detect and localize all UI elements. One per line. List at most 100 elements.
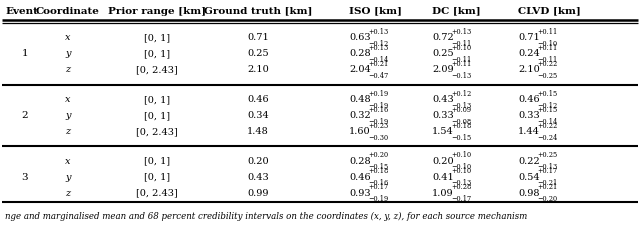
Text: 0.72: 0.72: [432, 33, 454, 42]
Text: +0.17: +0.17: [537, 166, 557, 174]
Text: 0.22: 0.22: [518, 156, 540, 165]
Text: 2.04: 2.04: [349, 65, 371, 74]
Text: +0.22: +0.22: [537, 60, 557, 68]
Text: −0.15: −0.15: [368, 162, 388, 170]
Text: −0.17: −0.17: [451, 194, 471, 202]
Text: −0.11: −0.11: [537, 56, 557, 64]
Text: +0.11: +0.11: [537, 44, 557, 52]
Text: ISO [km]: ISO [km]: [349, 7, 402, 15]
Text: −0.16: −0.16: [368, 178, 388, 186]
Text: +0.13: +0.13: [451, 28, 472, 36]
Text: 0.93: 0.93: [349, 188, 371, 197]
Text: 0.33: 0.33: [518, 111, 540, 120]
Text: 2.10: 2.10: [518, 65, 540, 74]
Text: 0.99: 0.99: [247, 188, 269, 197]
Text: 0.48: 0.48: [349, 95, 371, 104]
Text: −0.15: −0.15: [451, 133, 472, 141]
Text: +0.19: +0.19: [368, 90, 388, 98]
Text: +0.11: +0.11: [537, 28, 557, 36]
Text: [0, 2.43]: [0, 2.43]: [136, 127, 178, 136]
Text: 0.34: 0.34: [247, 111, 269, 120]
Text: −0.11: −0.11: [451, 40, 472, 48]
Text: −0.10: −0.10: [451, 162, 471, 170]
Text: +0.10: +0.10: [451, 44, 471, 52]
Text: 0.20: 0.20: [247, 156, 269, 165]
Text: Ground truth [km]: Ground truth [km]: [204, 7, 312, 15]
Text: y: y: [65, 172, 71, 181]
Text: 2: 2: [22, 111, 28, 120]
Text: 0.46: 0.46: [518, 95, 540, 104]
Text: −0.13: −0.13: [537, 162, 557, 170]
Text: 1.54: 1.54: [432, 127, 454, 136]
Text: 0.25: 0.25: [247, 49, 269, 58]
Text: 2.10: 2.10: [247, 65, 269, 74]
Text: +0.21: +0.21: [368, 60, 388, 68]
Text: 0.33: 0.33: [432, 111, 454, 120]
Text: 1: 1: [22, 49, 28, 58]
Text: +0.13: +0.13: [368, 28, 388, 36]
Text: Prior range [km]: Prior range [km]: [108, 7, 206, 15]
Text: +0.20: +0.20: [368, 150, 388, 158]
Text: 0.46: 0.46: [247, 95, 269, 104]
Text: −0.25: −0.25: [537, 72, 557, 80]
Text: −0.14: −0.14: [537, 118, 557, 126]
Text: 0.41: 0.41: [432, 172, 454, 181]
Text: −0.19: −0.19: [368, 194, 388, 202]
Text: 0.46: 0.46: [349, 172, 371, 181]
Text: [0, 1]: [0, 1]: [144, 156, 170, 165]
Text: −0.13: −0.13: [451, 101, 472, 109]
Text: +0.16: +0.16: [368, 106, 388, 114]
Text: 0.20: 0.20: [432, 156, 454, 165]
Text: z: z: [65, 188, 70, 197]
Text: +0.15: +0.15: [537, 90, 557, 98]
Text: −0.13: −0.13: [451, 72, 472, 80]
Text: −0.11: −0.11: [451, 56, 472, 64]
Text: −0.21: −0.21: [537, 178, 557, 186]
Text: CLVD [km]: CLVD [km]: [518, 7, 580, 15]
Text: −0.14: −0.14: [368, 56, 388, 64]
Text: +0.10: +0.10: [451, 166, 471, 174]
Text: 1.09: 1.09: [432, 188, 454, 197]
Text: 0.98: 0.98: [518, 188, 540, 197]
Text: 0.71: 0.71: [518, 33, 540, 42]
Text: −0.13: −0.13: [451, 178, 472, 186]
Text: [0, 2.43]: [0, 2.43]: [136, 188, 178, 197]
Text: −0.30: −0.30: [368, 133, 388, 141]
Text: 0.32: 0.32: [349, 111, 371, 120]
Text: +0.21: +0.21: [537, 182, 557, 190]
Text: x: x: [65, 156, 71, 165]
Text: y: y: [65, 49, 71, 58]
Text: 1.48: 1.48: [247, 127, 269, 136]
Text: +0.15: +0.15: [537, 106, 557, 114]
Text: 0.28: 0.28: [349, 156, 371, 165]
Text: −0.19: −0.19: [368, 101, 388, 109]
Text: 0.43: 0.43: [247, 172, 269, 181]
Text: nge and marginalised mean and 68 percent credibility intervals on the coordinate: nge and marginalised mean and 68 percent…: [5, 210, 527, 220]
Text: y: y: [65, 111, 71, 120]
Text: z: z: [65, 127, 70, 136]
Text: +0.25: +0.25: [537, 150, 557, 158]
Text: [0, 1]: [0, 1]: [144, 49, 170, 58]
Text: +0.12: +0.12: [451, 90, 472, 98]
Text: +0.22: +0.22: [537, 121, 557, 129]
Text: +0.10: +0.10: [451, 150, 471, 158]
Text: x: x: [65, 95, 71, 104]
Text: 1.60: 1.60: [349, 127, 371, 136]
Text: −0.08: −0.08: [451, 118, 471, 126]
Text: −0.12: −0.12: [368, 40, 388, 48]
Text: +0.11: +0.11: [451, 60, 472, 68]
Text: Coordinate: Coordinate: [36, 7, 100, 15]
Text: [0, 1]: [0, 1]: [144, 172, 170, 181]
Text: +0.18: +0.18: [451, 121, 472, 129]
Text: 0.54: 0.54: [518, 172, 540, 181]
Text: [0, 1]: [0, 1]: [144, 95, 170, 104]
Text: +0.18: +0.18: [368, 166, 388, 174]
Text: 0.25: 0.25: [432, 49, 454, 58]
Text: 1.44: 1.44: [518, 127, 540, 136]
Text: +0.13: +0.13: [368, 44, 388, 52]
Text: +0.23: +0.23: [368, 121, 388, 129]
Text: 2.09: 2.09: [432, 65, 454, 74]
Text: DC [km]: DC [km]: [432, 7, 481, 15]
Text: −0.24: −0.24: [537, 133, 557, 141]
Text: +0.17: +0.17: [368, 182, 388, 190]
